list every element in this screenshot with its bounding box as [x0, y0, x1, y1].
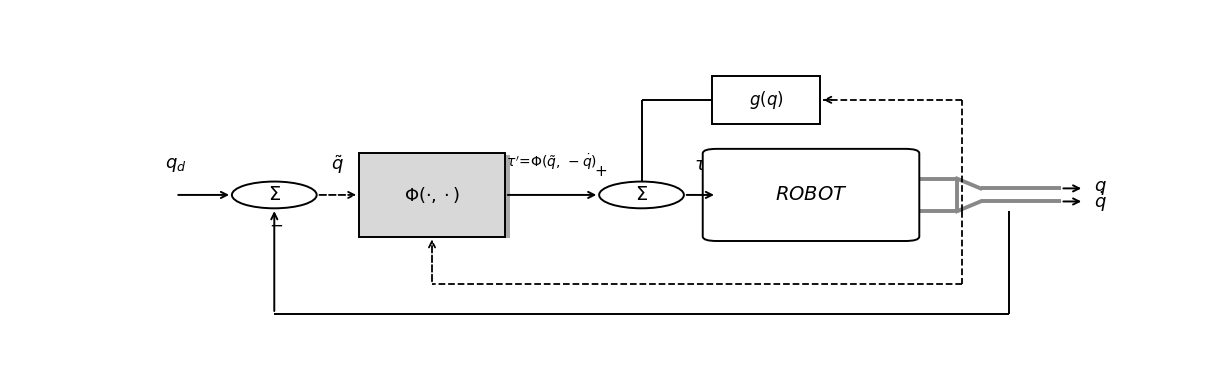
- Text: $ROBOT$: $ROBOT$: [775, 186, 847, 204]
- Text: $\tau$: $\tau$: [694, 156, 707, 174]
- Text: $g(q)$: $g(q)$: [748, 89, 784, 111]
- FancyBboxPatch shape: [702, 149, 920, 241]
- Text: $\dot{q}$: $\dot{q}$: [1094, 189, 1106, 213]
- Circle shape: [232, 181, 317, 208]
- FancyBboxPatch shape: [712, 76, 820, 124]
- Text: $\Sigma$: $\Sigma$: [635, 185, 648, 205]
- Circle shape: [599, 181, 684, 208]
- Text: $\Sigma$: $\Sigma$: [267, 185, 281, 205]
- Text: $q$: $q$: [1094, 179, 1106, 197]
- Text: $\Phi(\cdot,\cdot)$: $\Phi(\cdot,\cdot)$: [403, 185, 460, 205]
- Text: $q_d$: $q_d$: [165, 156, 186, 174]
- Text: $-$: $-$: [269, 216, 283, 234]
- Text: $+$: $+$: [594, 164, 608, 179]
- FancyBboxPatch shape: [360, 153, 505, 237]
- FancyBboxPatch shape: [363, 155, 510, 238]
- Text: $\tilde{q}$: $\tilde{q}$: [332, 154, 344, 176]
- Text: $\tau^{\prime}\!=\!\Phi(\tilde{q},\,-\dot{q})$: $\tau^{\prime}\!=\!\Phi(\tilde{q},\,-\do…: [507, 152, 598, 172]
